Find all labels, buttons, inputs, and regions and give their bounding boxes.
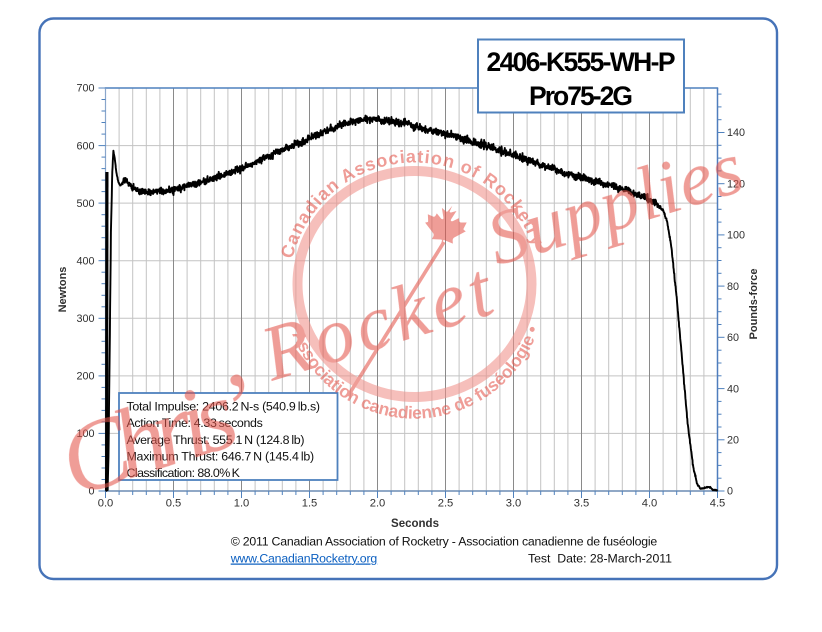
svg-text:80: 80 bbox=[727, 281, 739, 293]
svg-text:Seconds: Seconds bbox=[391, 518, 439, 530]
svg-text:0: 0 bbox=[727, 486, 733, 498]
svg-text:4.5: 4.5 bbox=[710, 498, 726, 510]
svg-text:2406-K555-WH-P: 2406-K555-WH-P bbox=[487, 47, 676, 77]
svg-text:200: 200 bbox=[76, 371, 94, 383]
svg-text:100: 100 bbox=[727, 230, 745, 242]
svg-text:Pounds-force: Pounds-force bbox=[748, 269, 760, 340]
svg-text:20: 20 bbox=[727, 435, 739, 447]
svg-text:4.0: 4.0 bbox=[642, 498, 658, 510]
svg-text:60: 60 bbox=[727, 332, 739, 344]
svg-text:1.0: 1.0 bbox=[234, 498, 250, 510]
svg-text:700: 700 bbox=[76, 83, 94, 95]
svg-text:1.5: 1.5 bbox=[302, 498, 318, 510]
svg-text:www.CanadianRocketry.org: www.CanadianRocketry.org bbox=[230, 552, 378, 566]
svg-text:Test Date: 28-March-2011: Test Date: 28-March-2011 bbox=[528, 552, 672, 566]
svg-text:Newtons: Newtons bbox=[57, 267, 69, 313]
svg-text:© 2011 Canadian Association of: © 2011 Canadian Association of Rocketry … bbox=[231, 535, 658, 549]
svg-text:300: 300 bbox=[76, 313, 94, 325]
svg-text:600: 600 bbox=[76, 140, 94, 152]
svg-text:500: 500 bbox=[76, 198, 94, 210]
svg-text:0.5: 0.5 bbox=[166, 498, 182, 510]
svg-text:Pro75-2G: Pro75-2G bbox=[529, 81, 633, 111]
svg-text:3.0: 3.0 bbox=[506, 498, 522, 510]
svg-text:3.5: 3.5 bbox=[574, 498, 590, 510]
svg-text:40: 40 bbox=[727, 383, 739, 395]
svg-text:2.0: 2.0 bbox=[370, 498, 386, 510]
svg-text:400: 400 bbox=[76, 255, 94, 267]
svg-text:2.5: 2.5 bbox=[438, 498, 454, 510]
